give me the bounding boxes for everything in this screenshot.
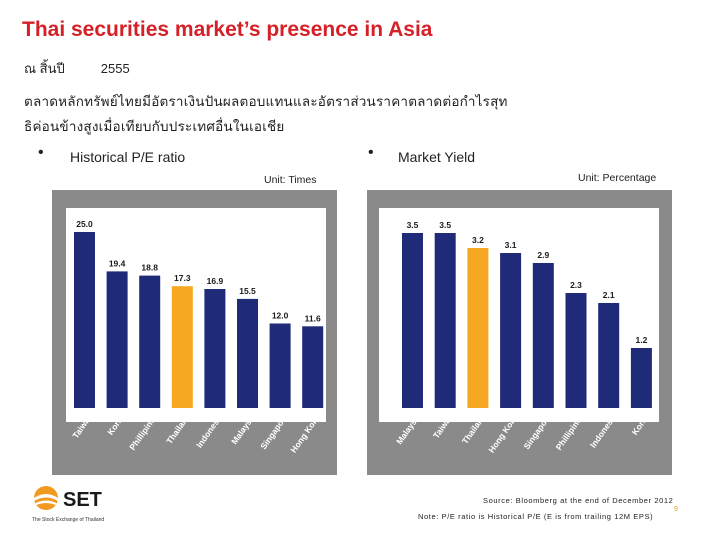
data-label-malaysia: 3.5 — [407, 220, 419, 230]
data-label-korea: 1.2 — [635, 335, 647, 345]
data-label-phillipines: 2.3 — [570, 280, 582, 290]
date-line: ณ สิ้นปี 2555 — [24, 58, 130, 79]
bar-thailand — [171, 286, 193, 408]
bar-indonesia — [204, 289, 226, 408]
bullet-icon: • — [368, 144, 374, 161]
logo-sun-icon — [34, 486, 58, 510]
data-label-taiwan: 3.5 — [439, 220, 451, 230]
logo-wave-icon — [34, 500, 58, 506]
left-chart-unit: Unit: Times — [264, 174, 317, 186]
bar-korea — [630, 348, 652, 408]
bar-indonesia — [598, 303, 620, 408]
bar-korea — [106, 271, 128, 408]
bar-malaysia — [237, 298, 258, 408]
date-prefix: ณ สิ้นปี — [24, 61, 65, 76]
data-label-phillipines: 18.8 — [141, 263, 158, 273]
data-label-thailand: 17.3 — [174, 273, 191, 283]
data-label-indonesia: 16.9 — [207, 276, 224, 286]
data-label-indonesia: 2.1 — [603, 290, 615, 300]
page-title: Thai securities market’s presence in Asi… — [22, 18, 433, 41]
bar-hong-kong — [500, 253, 522, 408]
bullet-icon: • — [38, 144, 44, 161]
bar-taiwan — [434, 233, 456, 408]
data-label-hong-kong: 3.1 — [505, 240, 517, 250]
bar-thailand — [467, 248, 489, 408]
data-label-korea: 19.4 — [109, 258, 126, 268]
thai-description-line-1: ตลาดหลักทรัพย์ไทยมีอัตราเงินปันผลตอบแทนแ… — [24, 94, 508, 109]
set-logo: SET The Stock Exchange of Thailand — [32, 486, 104, 523]
logo-text: SET — [63, 489, 102, 511]
left-chart-heading: Historical P/E ratio — [70, 149, 186, 165]
footer-note: Note: P/E ratio is Historical P/E (E is … — [418, 512, 654, 521]
logo-wave-icon — [34, 494, 58, 501]
bar-phillipines — [565, 293, 587, 408]
data-label-thailand: 3.2 — [472, 235, 484, 245]
bar-malaysia — [402, 233, 423, 408]
right-chart-heading: Market Yield — [398, 149, 476, 165]
bar-taiwan — [74, 232, 95, 408]
bar-hong-kong — [302, 326, 324, 408]
bar-singapore — [269, 323, 291, 408]
pe-ratio-chart: 25.0Taiwan19.4Korea18.8Phillipines17.3Th… — [52, 190, 337, 475]
data-label-singapore: 2.9 — [537, 250, 549, 260]
footer-source: Source: Bloomberg at the end of December… — [483, 496, 674, 505]
right-chart-unit: Unit: Percentage — [578, 172, 657, 184]
logo-tagline: The Stock Exchange of Thailand — [32, 517, 104, 523]
data-label-singapore: 12.0 — [272, 311, 289, 321]
bar-singapore — [532, 263, 554, 408]
date-year: 2555 — [100, 61, 130, 76]
bar-phillipines — [139, 275, 161, 408]
page-number: 9 — [674, 506, 678, 513]
thai-description-line-2: ธิค่อนข้างสูงเมื่อเทียบกับประเทศอื่นในเอ… — [24, 119, 285, 134]
data-label-hong-kong: 11.6 — [305, 313, 321, 323]
data-label-malaysia: 15.5 — [239, 286, 256, 296]
data-label-taiwan: 25.0 — [76, 219, 93, 229]
